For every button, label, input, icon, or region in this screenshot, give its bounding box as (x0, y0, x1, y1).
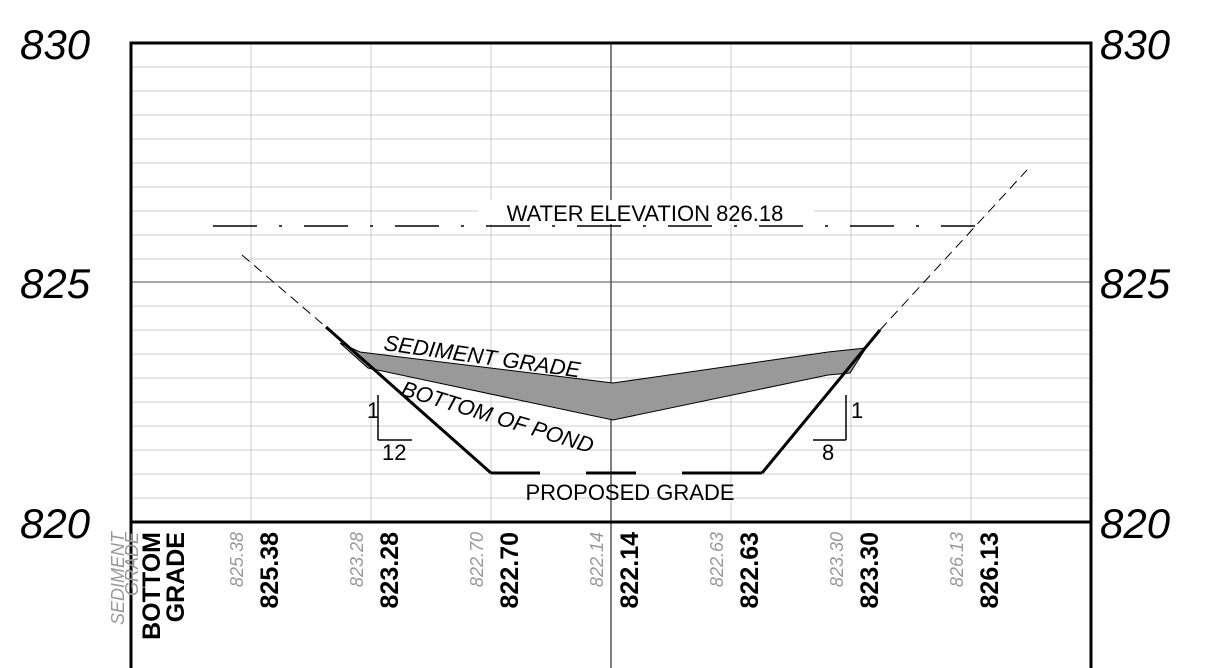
slope-symbols (377, 395, 847, 441)
proposed-grade-line (325, 325, 882, 475)
elevation-label: 820 (1100, 500, 1171, 547)
existing-grade (241, 169, 1028, 331)
slope-rise: 1 (367, 398, 379, 423)
elevation-label: 820 (20, 500, 91, 547)
elevation-label: 825 (1100, 260, 1171, 307)
row-label: BOTTOM (138, 532, 166, 640)
slope-run: 8 (822, 440, 834, 465)
sediment-grade-value: 823.30 (827, 532, 847, 587)
proposed-label: PROPOSED GRADE (525, 480, 734, 505)
elevation-label: 830 (20, 21, 91, 68)
bottom-grade-value: 823.28 (376, 532, 404, 609)
row-label: GRADE (122, 531, 142, 596)
sediment-grade-value: 826.13 (947, 532, 967, 587)
sediment-grade-value: 825.38 (227, 532, 247, 587)
bottom-grade-value: 823.30 (856, 532, 884, 608)
sediment-grade-value: 822.70 (467, 532, 487, 587)
water-label: WATER ELEVATION 826.18 (507, 201, 784, 226)
sediment-grade-value: 822.14 (587, 532, 607, 587)
bottom-grade-value: 825.38 (256, 532, 284, 609)
slope-run: 12 (382, 440, 406, 465)
row-label: GRADE (162, 532, 190, 622)
slope-rise: 1 (851, 398, 863, 423)
elevation-label: 830 (1100, 21, 1171, 68)
bottom-grade-value: 822.70 (496, 532, 524, 608)
sediment-fill (339, 342, 867, 421)
bottom-grade-value: 822.14 (616, 532, 644, 609)
sediment-grade-value: 823.28 (347, 532, 367, 587)
row-label: SEDIMENT (108, 530, 128, 625)
water-label-bg (478, 200, 814, 224)
frame (129, 41, 1093, 524)
elevation-label: 825 (20, 260, 91, 307)
sediment-grade-value: 822.63 (707, 532, 727, 587)
bottom-grade-value: 822.63 (736, 532, 764, 608)
bottom-grade-value: 826.13 (976, 532, 1004, 608)
